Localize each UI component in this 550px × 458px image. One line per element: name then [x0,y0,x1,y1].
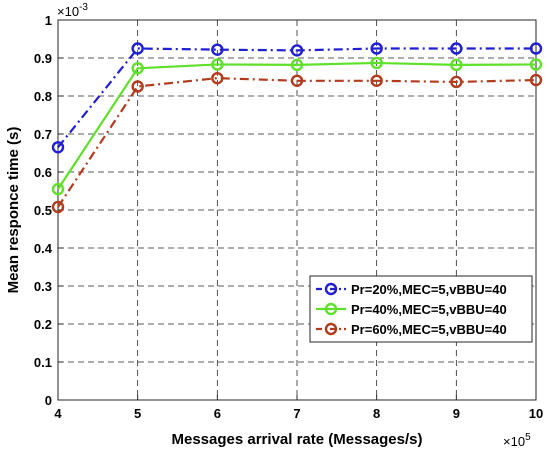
series-point [51,200,65,214]
y-tick-label: 0 [45,393,52,408]
series-point [450,75,463,89]
series-layer [51,42,543,214]
x-tick-label: 5 [134,406,141,421]
x-tick-label: 9 [453,406,460,421]
series-point [529,42,543,55]
y-tick-label: 0.9 [34,51,52,66]
series-point [290,74,304,88]
y-axis-label: Mean responce time (s) [5,127,22,294]
legend-label: Pr=40%,MEC=5,vBBU=40 [351,302,507,317]
axis-ticks: 4 5 6 7 8 9 10 0 0.1 0.2 0.3 0.4 0.5 0.6 0.7 0.8 0.9 1 [34,13,543,421]
series-point [290,58,304,72]
legend-box [309,275,533,343]
series-point [370,42,383,55]
legend-label: Pr=20%,MEC=5,vBBU=40 [351,282,507,297]
series-line [57,47,536,148]
y-tick-label: 0.4 [34,241,53,256]
y-tick-label: 0.5 [34,203,52,218]
series-2 [51,56,543,196]
y-tick-label: 1 [45,13,52,28]
y-axis-multiplier: ×10-3 [57,2,88,19]
series-point [290,44,304,57]
legend-entry: Pr=20%,MEC=5,vBBU=40 [316,282,507,297]
legend-entry: Pr=60%,MEC=5,vBBU=40 [316,322,507,337]
y-tick-label: 0.8 [34,89,52,104]
legend-marker [324,322,338,336]
series-point [211,71,224,85]
x-tick-label: 6 [214,406,221,421]
series-point [370,74,383,88]
series-point [51,141,65,154]
x-tick-label: 7 [293,406,300,421]
legend-marker [324,282,338,296]
y-tick-label: 0.1 [34,355,52,370]
legend-marker [324,302,338,316]
y-tick-label: 0.6 [34,165,52,180]
series-1 [51,42,543,154]
series-point [450,42,463,55]
series-point [529,73,543,87]
legend: Pr=20%,MEC=5,vBBU=40 Pr=40%,MEC=5,vBBU=40… [309,275,533,343]
x-axis-multiplier: ×105 [503,432,531,449]
series-point [529,58,543,71]
x-tick-label: 8 [373,406,380,421]
y-tick-label: 0.7 [34,127,52,142]
x-tick-label: 10 [529,406,543,421]
legend-entry: Pr=40%,MEC=5,vBBU=40 [316,302,507,317]
x-tick-label: 4 [54,406,62,421]
series-point [211,43,224,56]
series-point [370,56,383,70]
series-point [131,42,144,55]
legend-label: Pr=60%,MEC=5,vBBU=40 [351,322,507,337]
series-line [57,77,537,208]
y-tick-label: 0.2 [34,317,52,332]
x-axis-label: Messages arrival rate (Messages/s) [172,431,423,448]
series-point [51,182,65,196]
series-point [131,62,144,75]
series-point [131,80,144,93]
series-line [57,61,537,190]
y-tick-label: 0.3 [34,279,52,294]
series-point [450,58,463,72]
series-3 [51,71,543,214]
series-point [211,58,224,71]
